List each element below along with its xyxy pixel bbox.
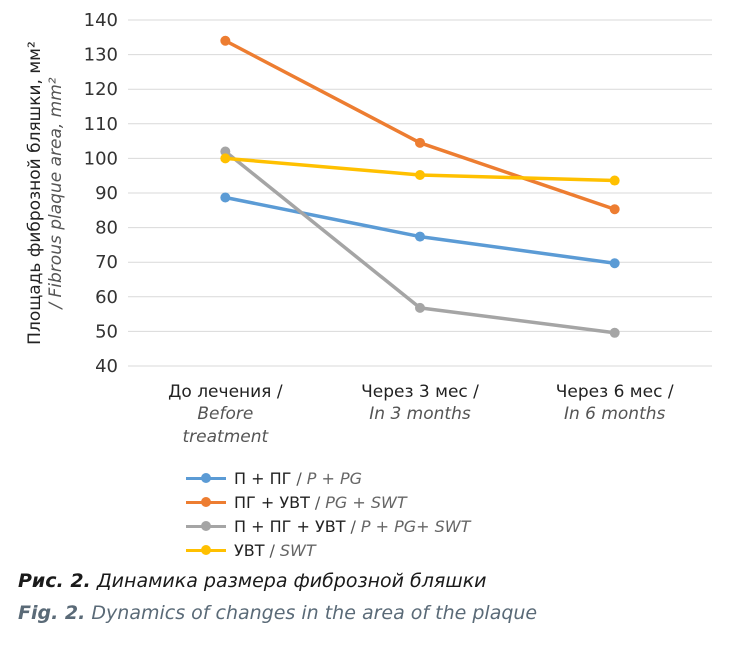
series-line xyxy=(223,195,617,265)
legend-label-en: P + PG xyxy=(306,468,363,488)
legend-item: П + ПГ + УВТ / P + PG+ SWT xyxy=(186,514,470,538)
y-axis-ticks: 40 50 60 70 80 90 100 110 120 130 140 xyxy=(84,10,118,377)
legend: П + ПГ / P + PG ПГ + УВТ / PG + SWT П + ПГ + У… xyxy=(186,466,470,562)
y-tick-label: 80 xyxy=(95,218,118,239)
caption-ru: Рис. 2. Динамика размера фиброзной бляшк… xyxy=(18,570,487,592)
legend-separator: / xyxy=(314,492,321,512)
y-axis-label-en: / Fibrous plaque area, mm² xyxy=(46,77,66,310)
caption-ru-label: Рис. 2. xyxy=(18,570,91,592)
y-tick-label: 110 xyxy=(84,114,118,135)
y-tick-label: 50 xyxy=(95,321,118,342)
data-point xyxy=(609,327,620,338)
x-category-label: Через 3 мес / xyxy=(361,382,479,402)
legend-item: УВТ / SWT xyxy=(186,538,470,562)
caption-en-text: Dynamics of changes in the area of the p… xyxy=(91,602,538,624)
legend-swatch xyxy=(186,491,226,513)
data-point xyxy=(415,137,425,148)
gridlines xyxy=(128,19,712,367)
legend-label-ru: П + ПГ + УВТ xyxy=(234,516,346,536)
legend-swatch xyxy=(186,539,226,561)
legend-label-en: SWT xyxy=(279,540,316,560)
caption-en-label: Fig. 2. xyxy=(18,602,86,624)
y-tick-label: 70 xyxy=(95,252,118,273)
y-tick-label: 90 xyxy=(95,183,118,204)
data-point xyxy=(220,35,231,46)
legend-separator: / xyxy=(296,468,302,488)
y-axis-label: Площадь фиброзной бляшки, мм² xyxy=(25,41,45,345)
data-point xyxy=(220,192,231,203)
series-group xyxy=(220,35,620,338)
data-point xyxy=(415,170,425,181)
y-tick-label: 60 xyxy=(95,287,118,308)
series-swt xyxy=(220,153,620,186)
caption-en: Fig. 2. Dynamics of changes in the area … xyxy=(18,602,537,624)
data-point xyxy=(220,153,231,164)
series-line xyxy=(223,39,617,212)
series-p-pg xyxy=(220,192,620,269)
legend-label-ru: П + ПГ xyxy=(234,468,292,488)
line-chart: 40 50 60 70 80 90 100 110 120 130 140 До лечения /… xyxy=(25,10,712,447)
x-axis-categories: До лечения /Before treatment Через 3 мес /… xyxy=(168,382,674,447)
x-category-label: Через 6 мес / xyxy=(556,382,674,402)
legend-separator: / xyxy=(350,516,356,536)
legend-item: П + ПГ / P + PG xyxy=(186,466,470,490)
caption-ru-text: Динамика размера фиброзной бляшки xyxy=(96,570,487,592)
series-pg-swt xyxy=(220,35,620,215)
legend-separator: / xyxy=(269,540,275,560)
y-tick-label: 120 xyxy=(84,79,118,100)
legend-label-en: P + PG+ SWT xyxy=(360,516,471,536)
x-category-label-en: Before xyxy=(197,404,253,424)
x-category-label-en: treatment xyxy=(183,427,270,447)
y-tick-label: 100 xyxy=(84,148,118,169)
legend-label-ru: ПГ + УВТ xyxy=(234,492,310,512)
legend-label-ru: УВТ xyxy=(234,540,265,560)
x-category-label-en: In 6 months xyxy=(564,404,666,424)
legend-item: ПГ + УВТ / PG + SWT xyxy=(186,490,470,514)
data-point xyxy=(415,302,425,313)
legend-label-en: PG + SWT xyxy=(325,492,407,512)
x-category-label-en: In 3 months xyxy=(369,404,471,424)
legend-swatch xyxy=(186,467,226,489)
data-point xyxy=(415,231,425,242)
y-tick-label: 40 xyxy=(95,356,118,377)
data-point xyxy=(220,146,231,157)
data-point xyxy=(609,175,620,186)
series-p-pg-swt xyxy=(220,146,620,338)
legend-swatch xyxy=(186,515,226,537)
y-tick-label: 140 xyxy=(84,10,118,31)
y-tick-label: 130 xyxy=(84,45,118,66)
x-category-label: До лечения / xyxy=(168,382,283,402)
data-point xyxy=(609,204,620,215)
data-point xyxy=(609,258,620,269)
